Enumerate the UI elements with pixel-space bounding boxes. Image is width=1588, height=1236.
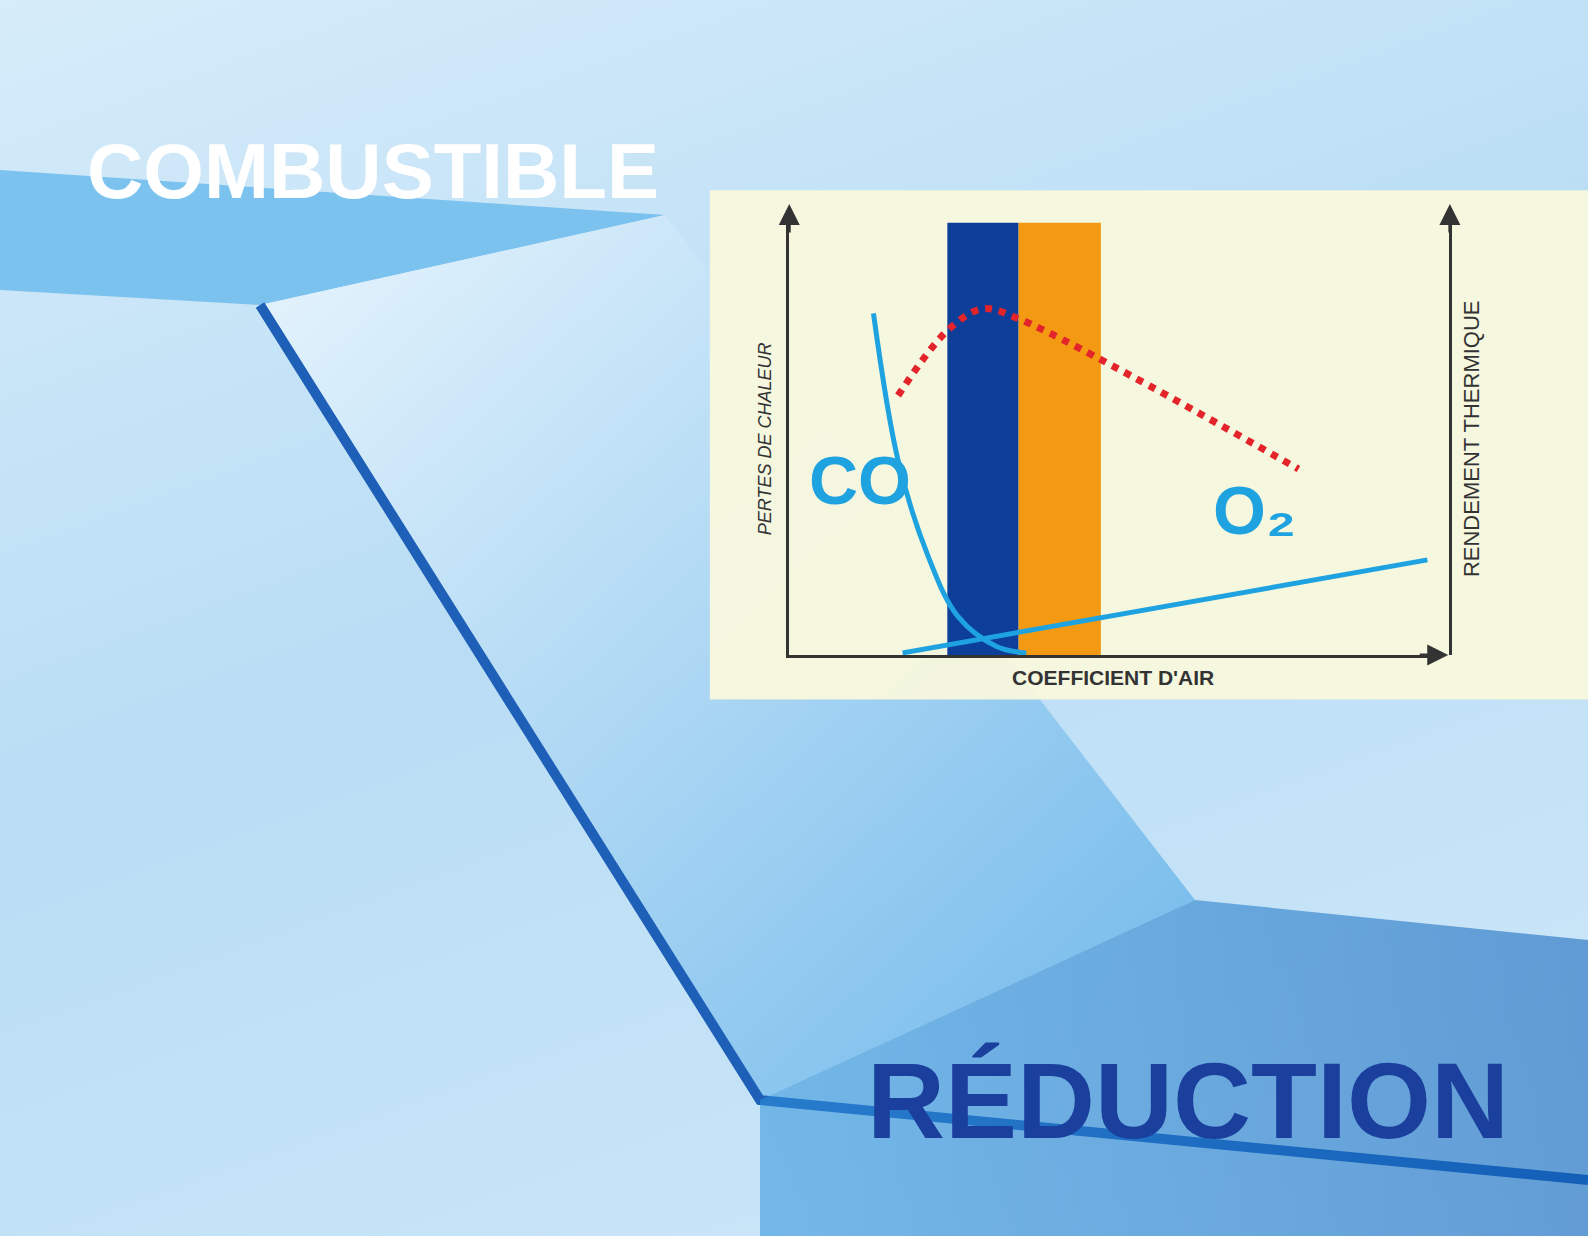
svg-text:CO: CO <box>809 442 911 518</box>
svg-text:RÉDUCTION: RÉDUCTION <box>867 1040 1509 1161</box>
svg-text:COEFFICIENT D'AIR: COEFFICIENT D'AIR <box>1012 666 1214 689</box>
svg-text:O₂: O₂ <box>1213 472 1296 548</box>
svg-text:COMBUSTIBLE: COMBUSTIBLE <box>87 127 659 215</box>
svg-text:RENDEMENT THERMIQUE: RENDEMENT THERMIQUE <box>1459 300 1484 577</box>
svg-text:PERTES DE CHALEUR: PERTES DE CHALEUR <box>755 342 775 535</box>
